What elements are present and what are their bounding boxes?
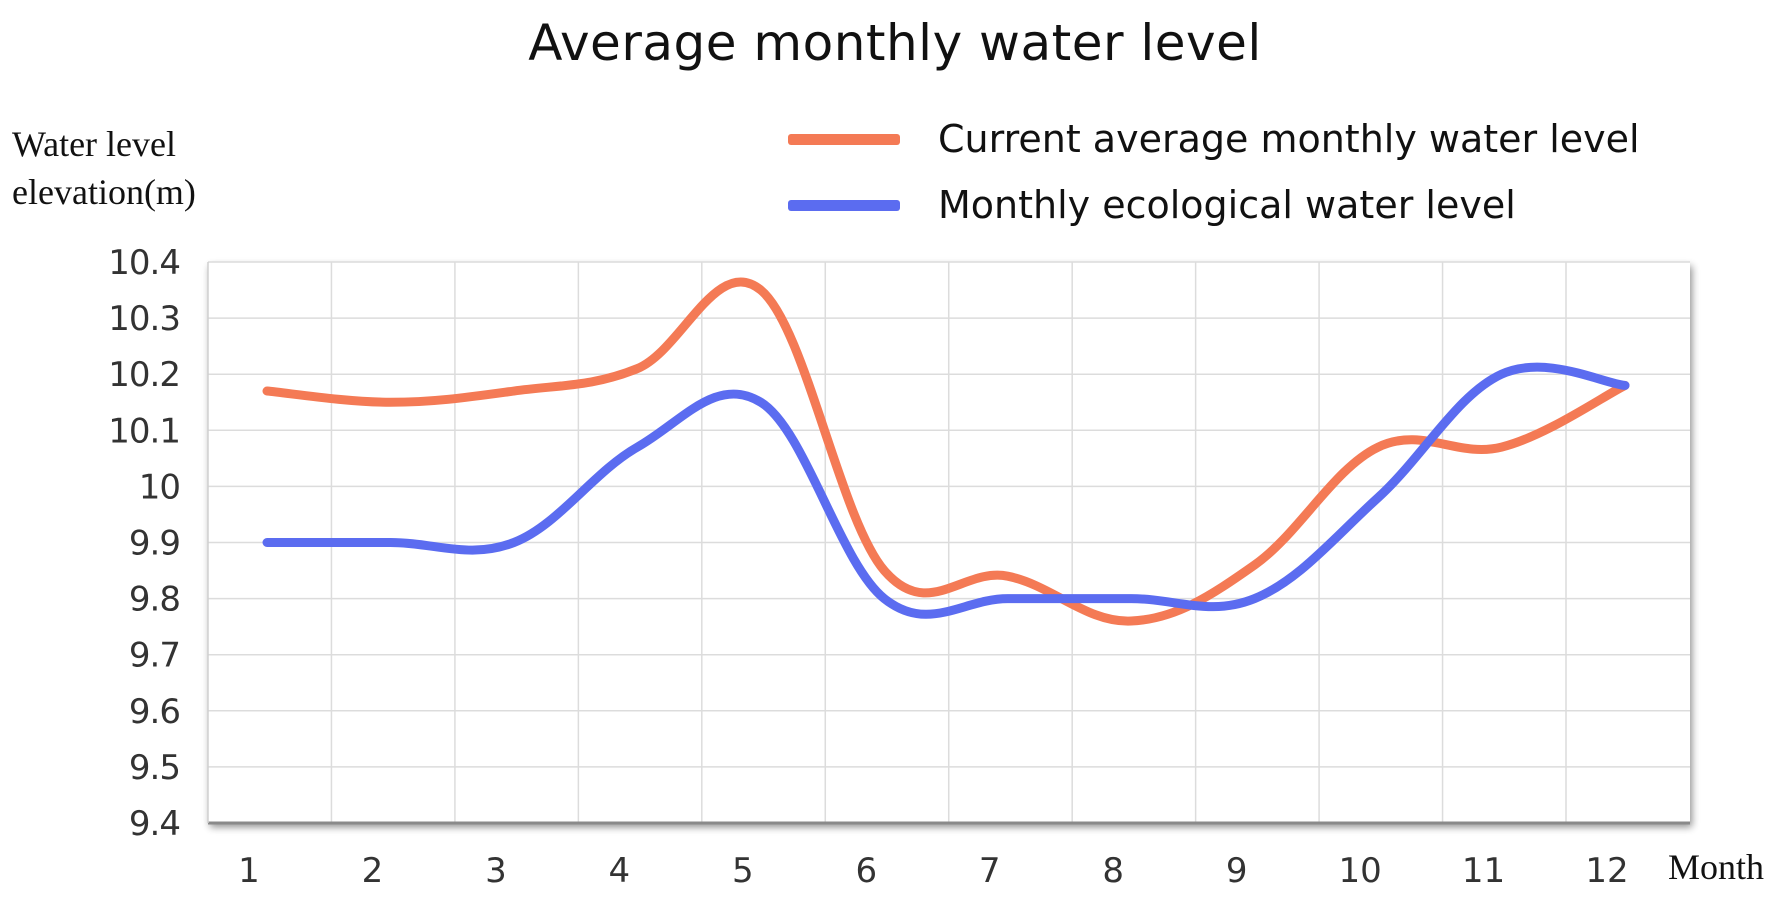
x-axis-label: Month [1668, 847, 1765, 887]
y-axis-label-line-2: elevation(m) [12, 172, 196, 212]
y-tick-label: 10.2 [108, 355, 180, 395]
y-tick-label: 9.7 [129, 636, 180, 676]
y-tick-label: 10.4 [108, 243, 180, 283]
legend-label-ecological: Monthly ecological water level [938, 183, 1516, 227]
x-tick-label: 3 [485, 851, 507, 891]
legend-item-current: Current average monthly water level [788, 106, 1640, 172]
series-line-ecological [262, 362, 1630, 619]
x-tick-label: 7 [979, 851, 1001, 891]
x-tick-label: 10 [1338, 851, 1381, 891]
y-tick-label: 9.8 [129, 580, 180, 620]
grid [207, 261, 1690, 825]
y-tick-label: 9.9 [129, 524, 180, 564]
legend-swatch-ecological [788, 199, 900, 211]
legend-label-current: Current average monthly water level [938, 117, 1640, 161]
x-tick-label: 6 [855, 851, 877, 891]
x-tick-label: 1 [238, 851, 260, 891]
y-tick-label: 9.5 [129, 748, 180, 788]
legend-item-ecological: Monthly ecological water level [788, 172, 1640, 238]
y-tick-label: 10 [139, 467, 180, 507]
y-tick-label: 10.1 [108, 411, 180, 451]
series-line-current [262, 277, 1630, 626]
y-tick-label: 9.4 [129, 804, 180, 844]
x-tick-label: 2 [362, 851, 384, 891]
chart-title: Average monthly water level [528, 14, 1262, 72]
y-axis-label-line-1: Water level [12, 124, 177, 164]
y-axis-label: Water level elevation(m) [12, 120, 196, 216]
x-tick-label: 5 [732, 851, 754, 891]
y-tick-label: 9.6 [129, 692, 180, 732]
x-tick-label: 9 [1226, 851, 1248, 891]
y-tick-label: 10.3 [108, 299, 180, 339]
x-tick-label: 11 [1462, 851, 1505, 891]
y-axis-ticks: 9.4 9.5 9.6 9.7 9.8 9.9 10 10.1 10.2 10.3 10.4 [108, 243, 181, 844]
legend: Current average monthly water level Mont… [788, 106, 1640, 238]
x-axis-ticks: 1 2 3 4 5 6 7 8 9 10 11 12 [238, 851, 1628, 891]
legend-swatch-current [788, 133, 900, 145]
x-tick-label: 8 [1102, 851, 1124, 891]
x-tick-label: 12 [1585, 851, 1628, 891]
x-tick-label: 4 [609, 851, 631, 891]
series-lines [262, 277, 1630, 626]
